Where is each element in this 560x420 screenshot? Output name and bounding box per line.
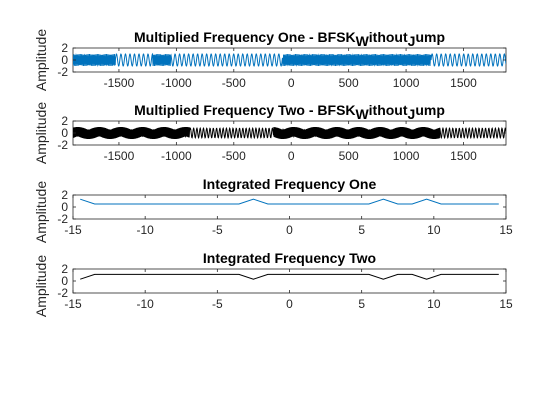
y-tick-label: 0 <box>61 274 68 288</box>
y-axis-label: Amplitude <box>33 255 49 317</box>
x-tick-label: 0 <box>288 149 295 163</box>
y-axis-label: Amplitude <box>33 181 49 243</box>
x-tick-label: 15 <box>499 223 513 237</box>
x-tick-label: 500 <box>339 149 359 163</box>
subplot-title: Multiplied Frequency One - BFSKWithoutJu… <box>134 29 445 49</box>
y-tick-label: 0 <box>61 53 68 67</box>
x-tick-label: -1500 <box>104 76 135 90</box>
x-tick-label: -500 <box>222 76 246 90</box>
x-tick-label: -10 <box>136 223 154 237</box>
x-tick-label: -500 <box>222 149 246 163</box>
x-tick-label: 0 <box>288 76 295 90</box>
x-tick-label: -5 <box>212 297 223 311</box>
series-line <box>80 273 499 280</box>
y-axis-label: Amplitude <box>33 102 49 164</box>
y-tick-label: 2 <box>61 262 68 276</box>
x-tick-label: 10 <box>427 297 441 311</box>
axes-box <box>72 268 507 294</box>
x-tick-label: 1000 <box>393 149 420 163</box>
y-axis-label: Amplitude <box>33 29 49 91</box>
x-tick-label: -1000 <box>161 76 192 90</box>
x-tick-label: 1000 <box>393 76 420 90</box>
x-tick-label: -1000 <box>161 149 192 163</box>
y-tick-label: 0 <box>61 200 68 214</box>
y-tick-label: 0 <box>61 126 68 140</box>
y-tick-label: 2 <box>61 114 68 128</box>
axes-box <box>72 194 507 220</box>
x-tick-label: 0 <box>286 297 293 311</box>
series-line <box>73 52 506 67</box>
series-line <box>73 126 506 140</box>
y-tick-label: 2 <box>61 41 68 55</box>
subplot-2: -1500 -1000 -500 0 500 1000 1500-202Multiplied… <box>57 102 507 163</box>
x-tick-label: 15 <box>499 297 513 311</box>
subplot-title: Integrated Frequency One <box>203 176 377 192</box>
x-tick-label: -15 <box>64 297 82 311</box>
subplot-1: -1500 -1000 -500 0 500 1000 1500-202Multiplied… <box>57 29 507 90</box>
x-tick-label: -15 <box>64 223 82 237</box>
x-tick-label: 1500 <box>450 76 477 90</box>
x-tick-label: 5 <box>358 297 365 311</box>
x-tick-label: 500 <box>339 76 359 90</box>
x-tick-label: -10 <box>136 297 154 311</box>
y-tick-label: -2 <box>57 138 68 152</box>
x-tick-label: 10 <box>427 223 441 237</box>
y-tick-label: -2 <box>57 286 68 300</box>
subplot-title: Multiplied Frequency Two - BFSKWithoutJu… <box>134 102 445 122</box>
x-tick-label: 0 <box>286 223 293 237</box>
y-tick-label: -2 <box>57 65 68 79</box>
x-tick-label: -5 <box>212 223 223 237</box>
y-tick-label: 2 <box>61 188 68 202</box>
x-tick-label: -1500 <box>104 149 135 163</box>
series-line <box>80 198 499 205</box>
y-tick-label: -2 <box>57 212 68 226</box>
x-tick-label: 5 <box>358 223 365 237</box>
subplot-title: Integrated Frequency Two <box>203 250 376 266</box>
x-tick-label: 1500 <box>450 149 477 163</box>
